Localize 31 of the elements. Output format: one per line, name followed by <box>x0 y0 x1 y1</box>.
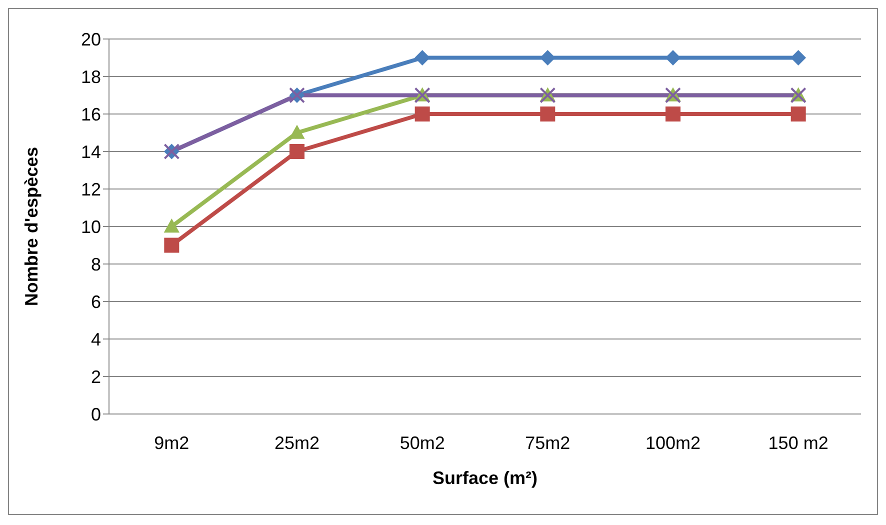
y-tick-label: 2 <box>90 366 101 387</box>
y-tick-label: 0 <box>90 404 101 424</box>
point <box>666 106 680 122</box>
y-tick-label: 10 <box>80 216 101 237</box>
point <box>540 50 556 66</box>
point <box>164 238 180 253</box>
x-tick-label: 75m2 <box>525 432 570 453</box>
point <box>414 50 430 66</box>
y-tick-label: 14 <box>80 142 101 162</box>
x-axis-title: Surface (m²) <box>432 468 538 488</box>
x-tick-label: 50m2 <box>400 432 445 453</box>
point <box>290 144 304 159</box>
point <box>790 50 806 66</box>
point <box>414 106 430 122</box>
y-axis-title: Nombre d'espèces <box>21 146 42 306</box>
point <box>666 50 680 66</box>
point <box>164 219 180 233</box>
x-tick-label: 150 m2 <box>768 432 828 453</box>
y-tick-label: 12 <box>80 179 101 200</box>
y-tick-label: 18 <box>80 66 101 87</box>
x-tick-label: 25m2 <box>274 432 320 453</box>
y-tick-label: 8 <box>90 254 101 274</box>
y-tick-label: 16 <box>80 104 101 124</box>
point <box>540 106 556 122</box>
y-tick-label: 20 <box>80 29 101 50</box>
y-tick-label: 4 <box>90 329 101 350</box>
point <box>290 125 304 139</box>
point <box>790 106 806 122</box>
x-tick-label: 9m2 <box>154 432 190 453</box>
x-tick-label: 100m2 <box>645 432 701 453</box>
y-tick-label: 6 <box>90 292 101 312</box>
